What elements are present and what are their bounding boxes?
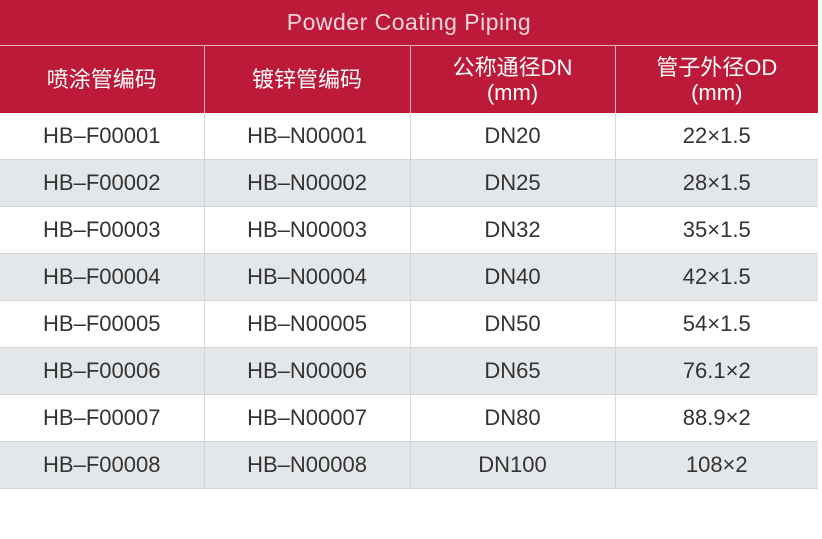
table-cell: 88.9×2 [615, 394, 818, 442]
header-cell: 管子外径OD (mm) [615, 46, 818, 113]
table-cell: 22×1.5 [615, 113, 818, 160]
table-cell: HB–N00002 [204, 159, 411, 207]
table-cell: HB–N00004 [204, 253, 411, 301]
header-row: 喷涂管编码 镀锌管编码 公称通径DN (mm) 管子外径OD (mm) [0, 46, 818, 113]
table-cell: DN50 [410, 300, 616, 348]
table-row: HB–F00002 HB–N00002 DN25 28×1.5 [0, 159, 818, 207]
header-text: (mm) [486, 79, 539, 105]
table-row: HB–F00007 HB–N00007 DN80 88.9×2 [0, 394, 818, 442]
table: 喷涂管编码 镀锌管编码 公称通径DN (mm) 管子外径OD (mm) HB–F00001… [0, 46, 818, 489]
table-cell: HB–N00006 [204, 347, 411, 395]
header-cell: 镀锌管编码 [204, 46, 411, 113]
table-cell: HB–F00007 [0, 394, 205, 442]
table-cell: HB–F00004 [0, 253, 205, 301]
table-cell: 35×1.5 [615, 206, 818, 254]
header-text: (mm) [691, 79, 743, 105]
table-cell: 54×1.5 [615, 300, 818, 348]
table-cell: DN100 [410, 441, 616, 489]
table-cell: HB–F00008 [0, 441, 205, 489]
header-text: 公称通径DN [452, 54, 573, 80]
table-cell: 28×1.5 [615, 159, 818, 207]
table-cell: HB–F00001 [0, 113, 205, 160]
table-cell: HB–N00003 [204, 206, 411, 254]
table-cell: HB–N00007 [204, 394, 411, 442]
table-container: Powder Coating Piping 喷涂管编码 镀锌管编码 公称通径DN (m… [0, 0, 818, 489]
table-row: HB–F00004 HB–N00004 DN40 42×1.5 [0, 253, 818, 301]
table-cell: HB–F00003 [0, 206, 205, 254]
table-title: Powder Coating Piping [0, 0, 818, 46]
table-cell: 76.1×2 [615, 347, 818, 395]
table-cell: DN65 [410, 347, 616, 395]
table-cell: DN25 [410, 159, 616, 207]
header-cell: 公称通径DN (mm) [410, 46, 616, 113]
table-cell: HB–F00006 [0, 347, 205, 395]
header-text: 喷涂管编码 [46, 67, 157, 92]
table-cell: DN20 [410, 113, 616, 160]
table-row: HB–F00003 HB–N00003 DN32 35×1.5 [0, 206, 818, 254]
table-cell: DN32 [410, 206, 616, 254]
table-cell: 42×1.5 [615, 253, 818, 301]
table-body: HB–F00001 HB–N00001 DN20 22×1.5 HB–F00002 HB–… [0, 113, 818, 489]
table-cell: HB–N00005 [204, 300, 411, 348]
header-text: 镀锌管编码 [251, 67, 362, 92]
table-cell: DN40 [410, 253, 616, 301]
table-row: HB–F00005 HB–N00005 DN50 54×1.5 [0, 300, 818, 348]
table-cell: HB–N00008 [204, 441, 411, 489]
table-cell: HB–F00002 [0, 159, 205, 207]
table-row: HB–F00001 HB–N00001 DN20 22×1.5 [0, 113, 818, 160]
header-text: 管子外径OD [656, 54, 778, 80]
table-cell: HB–F00005 [0, 300, 205, 348]
table-row: HB–F00006 HB–N00006 DN65 76.1×2 [0, 347, 818, 395]
table-row: HB–F00008 HB–N00008 DN100 108×2 [0, 441, 818, 489]
table-cell: 108×2 [615, 441, 818, 489]
header-cell: 喷涂管编码 [0, 46, 205, 113]
table-cell: DN80 [410, 394, 616, 442]
table-cell: HB–N00001 [204, 113, 411, 160]
